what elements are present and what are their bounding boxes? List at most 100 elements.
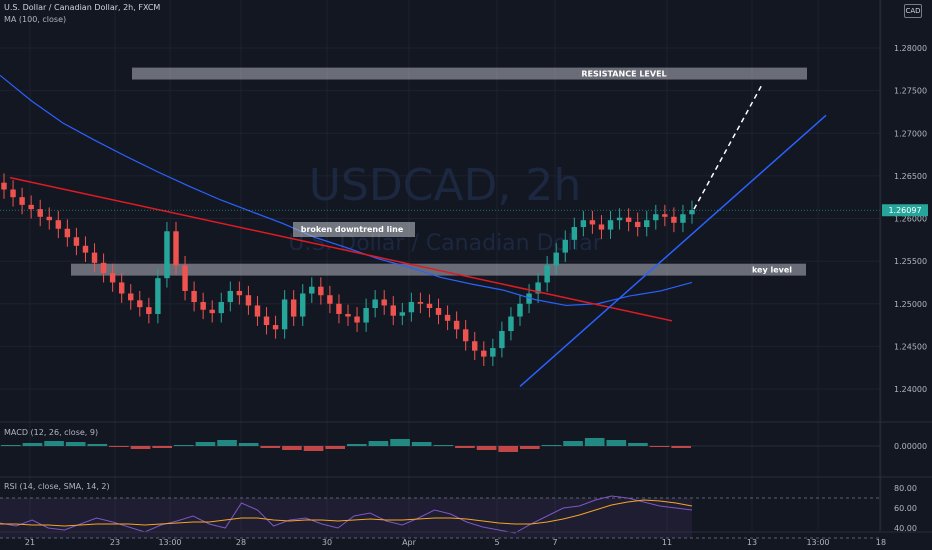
candle-body xyxy=(354,316,360,323)
candle-body xyxy=(109,273,116,283)
projection-path xyxy=(693,84,763,210)
candle-body xyxy=(245,295,252,306)
x-tick-label: 13:00 xyxy=(158,538,181,547)
macd-histogram-bar xyxy=(606,440,627,446)
candles-layer xyxy=(1,173,695,366)
downtrend-line xyxy=(9,176,673,322)
candle-body xyxy=(634,221,641,228)
rsi-band xyxy=(0,498,692,538)
x-tick-label: 18 xyxy=(876,538,886,547)
level-zone xyxy=(132,67,807,80)
macd-histogram-bar xyxy=(411,442,432,446)
macd-pane xyxy=(0,438,880,452)
x-tick-label: Apr xyxy=(402,538,417,547)
candle-body xyxy=(472,341,478,351)
rsi-axis-label: 60.00 xyxy=(894,504,917,513)
last-price-tag xyxy=(882,204,928,217)
candle-body xyxy=(46,216,52,221)
candle-body xyxy=(209,309,215,314)
x-tick-label: 7 xyxy=(552,538,557,547)
rsi-pane xyxy=(0,495,880,539)
macd-histogram-bar xyxy=(498,446,518,452)
candle-body xyxy=(372,299,378,309)
candle-body xyxy=(309,286,315,294)
macd-histogram-bar xyxy=(671,446,691,448)
candle-body xyxy=(164,231,170,279)
candle-body xyxy=(408,302,415,313)
candle-body xyxy=(508,316,514,332)
candle-body xyxy=(644,220,650,228)
macd-histogram-bar xyxy=(174,445,194,446)
candle-body xyxy=(263,316,270,326)
candle-body xyxy=(589,220,596,225)
candle-body xyxy=(526,293,532,304)
annotation-box xyxy=(293,222,415,237)
annotation-label: broken downtrend line xyxy=(301,225,404,234)
macd-histogram-bar xyxy=(541,445,562,446)
candle-body xyxy=(535,282,541,294)
macd-histogram-bar xyxy=(130,446,151,449)
candle-body xyxy=(580,220,587,228)
macd-histogram-bar xyxy=(195,442,216,446)
candle-body xyxy=(118,282,125,294)
candle-body xyxy=(10,189,16,198)
candle-body xyxy=(689,209,695,215)
candle-body xyxy=(218,302,224,314)
candle-body xyxy=(191,290,197,303)
ma-line xyxy=(0,74,693,307)
candle-body xyxy=(517,303,523,317)
candle-body xyxy=(290,299,297,317)
candle-body xyxy=(82,245,89,253)
candle-body xyxy=(55,220,62,229)
macd-histogram-bar xyxy=(628,443,648,446)
candle-body xyxy=(462,329,469,342)
candle-body xyxy=(236,290,243,296)
candle-body xyxy=(37,209,43,217)
candle-body xyxy=(444,314,451,321)
candle-body xyxy=(345,313,351,317)
candle-body xyxy=(64,228,71,238)
y-tick-label: 1.28000 xyxy=(894,44,927,53)
ma-legend: MA (100, close) xyxy=(4,15,67,24)
rsi-axis-label: 80.00 xyxy=(894,484,917,493)
macd-histogram-bar xyxy=(347,444,367,446)
candle-body xyxy=(662,214,668,217)
candle-body xyxy=(490,348,496,357)
x-tick-label: 30 xyxy=(322,538,332,547)
last-price-label: 1.26097 xyxy=(888,206,921,215)
uptrend-line xyxy=(519,114,827,388)
candle-body xyxy=(363,308,369,323)
macd-histogram-bar xyxy=(649,446,670,447)
candle-body xyxy=(453,320,460,330)
macd-histogram-bar xyxy=(44,441,64,446)
macd-histogram-bar xyxy=(520,446,540,449)
candle-body xyxy=(19,197,25,205)
candle-body xyxy=(100,262,107,274)
x-tick-label: 21 xyxy=(25,538,35,547)
rsi-sma-line xyxy=(0,499,693,527)
candle-body xyxy=(625,217,632,222)
macd-histogram-bar xyxy=(65,442,86,446)
macd-histogram-bar xyxy=(390,439,410,446)
candle-body xyxy=(553,252,559,266)
x-tick-label: 11 xyxy=(662,538,672,547)
currency-button[interactable]: CAD xyxy=(904,4,922,18)
candle-body xyxy=(128,293,134,301)
lines-layer: broken downtrend line xyxy=(0,74,880,388)
candle-body xyxy=(680,214,686,223)
candle-body xyxy=(91,252,98,263)
macd-axis-label: 0.00000 xyxy=(894,442,927,451)
macd-histogram-bar xyxy=(238,443,259,446)
candle-body xyxy=(544,265,550,283)
macd-histogram-bar xyxy=(368,441,389,446)
candle-body xyxy=(281,299,288,330)
candle-body xyxy=(1,182,7,190)
candle-body xyxy=(28,204,34,210)
candle-body xyxy=(571,227,578,240)
candle-body xyxy=(390,305,396,316)
macd-histogram-bar xyxy=(217,440,237,446)
rsi-axis-label: 40.00 xyxy=(894,524,917,533)
macd-histogram-bar xyxy=(152,446,172,448)
